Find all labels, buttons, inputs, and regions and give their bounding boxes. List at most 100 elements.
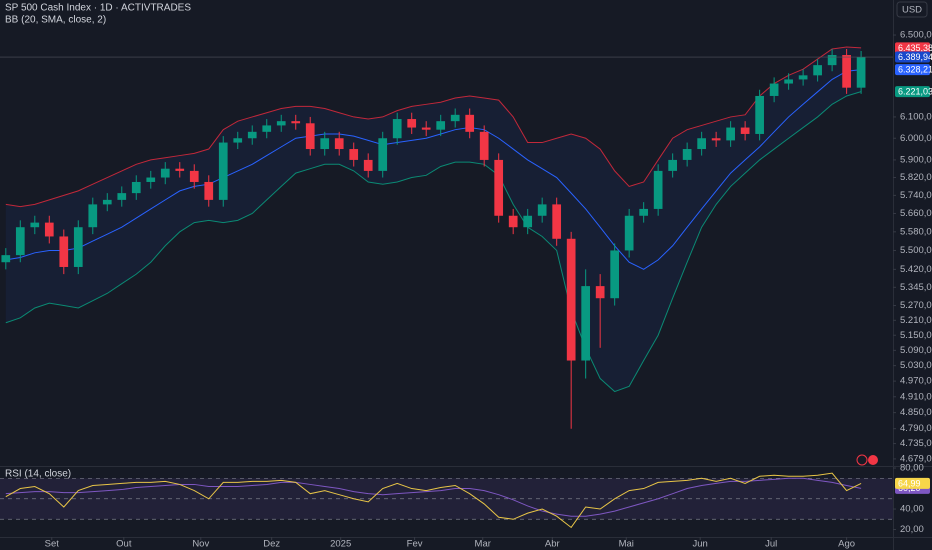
plot-layer: 6.500,00 6.100,00 6.000,00 5.900,00 5.820,00… — [0, 30, 932, 550]
candle-body — [523, 215, 533, 228]
candle-body — [798, 75, 808, 80]
candle-body — [392, 119, 402, 139]
candle-body — [30, 222, 40, 228]
candle-body — [218, 142, 228, 200]
candle-body — [537, 204, 547, 216]
candle-body — [552, 204, 562, 239]
candle-body — [769, 83, 779, 96]
y-tick-label: 6.500,00 — [900, 30, 932, 41]
x-tick-label: Jun — [693, 539, 708, 550]
price-tag — [895, 64, 930, 76]
candle-body — [827, 55, 837, 66]
candle-body — [320, 138, 330, 150]
candle-body — [842, 55, 851, 88]
candle-body — [1, 255, 11, 263]
candle-body — [465, 114, 475, 132]
band-fill — [5, 46, 862, 392]
y-tick-label: 40,00 — [900, 504, 924, 515]
candle-body — [479, 131, 489, 160]
price-tag-label: 64,99 — [898, 478, 921, 488]
candle-body — [784, 79, 793, 84]
candle-body — [653, 170, 663, 209]
x-tick-label: Dez — [263, 539, 280, 550]
y-tick-label: 5.270,00 — [900, 300, 932, 311]
x-tick-label: Mai — [619, 539, 634, 550]
price-tag — [895, 51, 930, 63]
y-tick-label: 5.030,00 — [900, 360, 932, 371]
candle-body — [450, 114, 460, 122]
candle-body — [73, 227, 83, 267]
y-tick-label: 5.090,00 — [900, 345, 932, 356]
series-line — [5, 69, 862, 270]
series-line — [5, 472, 862, 529]
currency-label[interactable]: USD — [902, 5, 922, 16]
y-tick-label: 4.679,00 — [900, 453, 932, 464]
candle-body — [363, 159, 373, 171]
x-tick-label: Abr — [545, 539, 560, 550]
candle-body — [146, 177, 156, 182]
candle-body — [88, 204, 98, 228]
candle-body — [421, 127, 431, 130]
series-line — [5, 46, 862, 208]
x-tick-label: Jul — [765, 539, 777, 550]
candle-body — [204, 181, 214, 200]
currency-button[interactable] — [896, 1, 928, 18]
chart-title: SP 500 Cash Index · 1D · ACTIVTRADES — [5, 3, 191, 14]
x-tick-label: Set — [45, 539, 60, 550]
candle-body — [436, 121, 446, 130]
y-tick-label: 4.735,00 — [900, 438, 932, 449]
x-tick-label: Ago — [838, 539, 855, 550]
candle-body — [175, 168, 185, 171]
indicator-title: BB (20, SMA, close, 2) — [5, 15, 106, 26]
rsi-title: RSI (14, close) — [5, 469, 71, 480]
series-line — [5, 91, 862, 393]
candle-body — [697, 138, 706, 150]
y-tick-label: 80,00 — [900, 463, 924, 474]
candle-body — [276, 121, 286, 126]
candle-body — [566, 238, 576, 361]
x-tick-label: 2025 — [330, 539, 351, 550]
candle-body — [856, 57, 866, 88]
price-tag — [895, 86, 930, 98]
candle-body — [44, 222, 54, 237]
y-tick-label: 5.345,00 — [900, 282, 932, 293]
candle-body — [305, 123, 315, 150]
candle-body — [291, 121, 301, 124]
candle-body — [682, 149, 692, 160]
candle-body — [160, 168, 170, 178]
candle-body — [813, 65, 822, 76]
candle-body — [349, 149, 359, 160]
y-tick-label: 5.150,00 — [900, 330, 932, 341]
y-tick-label: 5.580,00 — [900, 226, 932, 237]
candle-body — [610, 250, 620, 299]
y-tick-label: 5.210,00 — [900, 315, 932, 326]
event-icon[interactable] — [868, 455, 878, 465]
x-tick-label: Nov — [192, 539, 209, 550]
candle-body — [595, 286, 605, 299]
price-tag — [895, 477, 930, 489]
price-tag-label: 6.328,21 — [898, 64, 932, 74]
candle-body — [755, 95, 764, 134]
y-tick-label: 5.820,00 — [900, 172, 932, 183]
series-line — [5, 477, 862, 517]
candle-body — [407, 119, 417, 128]
y-tick-label: 4.790,00 — [900, 423, 932, 434]
candle-body — [117, 193, 127, 200]
y-tick-label: 5.500,00 — [900, 245, 932, 256]
y-tick-label: 6.100,00 — [900, 111, 932, 122]
candle-body — [262, 125, 272, 132]
candle-body — [233, 138, 243, 143]
event-icon[interactable] — [856, 454, 868, 466]
candle-body — [247, 131, 257, 139]
y-tick-label: 5.740,00 — [900, 190, 932, 201]
candle-body — [668, 159, 677, 171]
y-tick-label: 6.000,00 — [900, 133, 932, 144]
y-tick-label: 4.850,00 — [900, 407, 932, 418]
y-tick-label: 20,00 — [900, 524, 924, 535]
y-tick-label: 4.970,00 — [900, 376, 932, 387]
y-tick-label: 5.660,00 — [900, 208, 932, 219]
candle-body — [740, 127, 750, 134]
x-tick-label: Out — [116, 539, 132, 550]
